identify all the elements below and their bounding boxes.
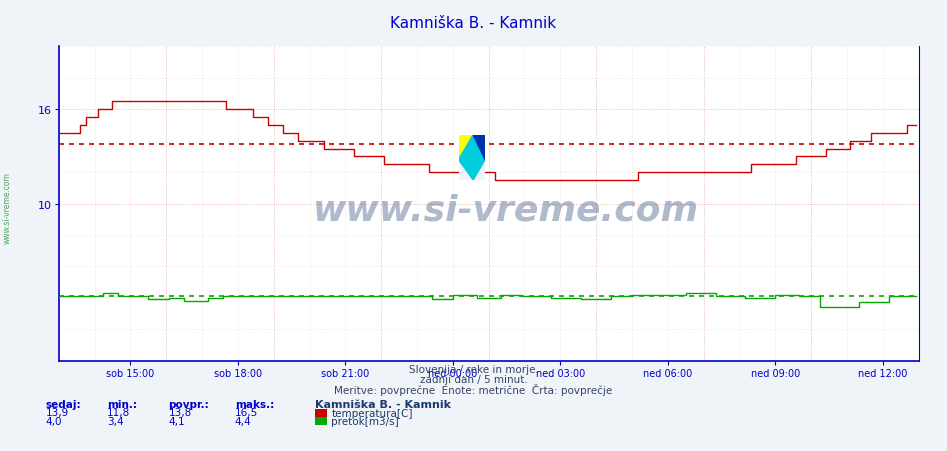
Text: min.:: min.:	[107, 399, 137, 409]
Text: www.si-vreme.com: www.si-vreme.com	[3, 171, 12, 244]
Text: povpr.:: povpr.:	[169, 399, 209, 409]
Text: 16,5: 16,5	[235, 407, 259, 417]
Text: zadnji dan / 5 minut.: zadnji dan / 5 minut.	[420, 374, 527, 384]
Text: 11,8: 11,8	[107, 407, 131, 417]
Text: 4,0: 4,0	[45, 416, 62, 426]
Text: 3,4: 3,4	[107, 416, 124, 426]
Text: 13,9: 13,9	[45, 407, 69, 417]
Text: Kamniška B. - Kamnik: Kamniška B. - Kamnik	[390, 16, 557, 31]
Text: sedaj:: sedaj:	[45, 399, 81, 409]
Text: Slovenija / reke in morje.: Slovenija / reke in morje.	[408, 364, 539, 374]
Text: Meritve: povprečne  Enote: metrične  Črta: povprečje: Meritve: povprečne Enote: metrične Črta:…	[334, 383, 613, 395]
Polygon shape	[458, 135, 474, 160]
Text: temperatura[C]: temperatura[C]	[331, 409, 413, 419]
Text: Kamniška B. - Kamnik: Kamniška B. - Kamnik	[315, 399, 452, 409]
Polygon shape	[474, 135, 485, 160]
Polygon shape	[458, 135, 485, 180]
Text: www.si-vreme.com: www.si-vreme.com	[313, 193, 699, 227]
Text: 4,1: 4,1	[169, 416, 186, 426]
Text: 4,4: 4,4	[235, 416, 252, 426]
Text: maks.:: maks.:	[235, 399, 274, 409]
Text: pretok[m3/s]: pretok[m3/s]	[331, 416, 400, 426]
Text: 13,8: 13,8	[169, 407, 192, 417]
